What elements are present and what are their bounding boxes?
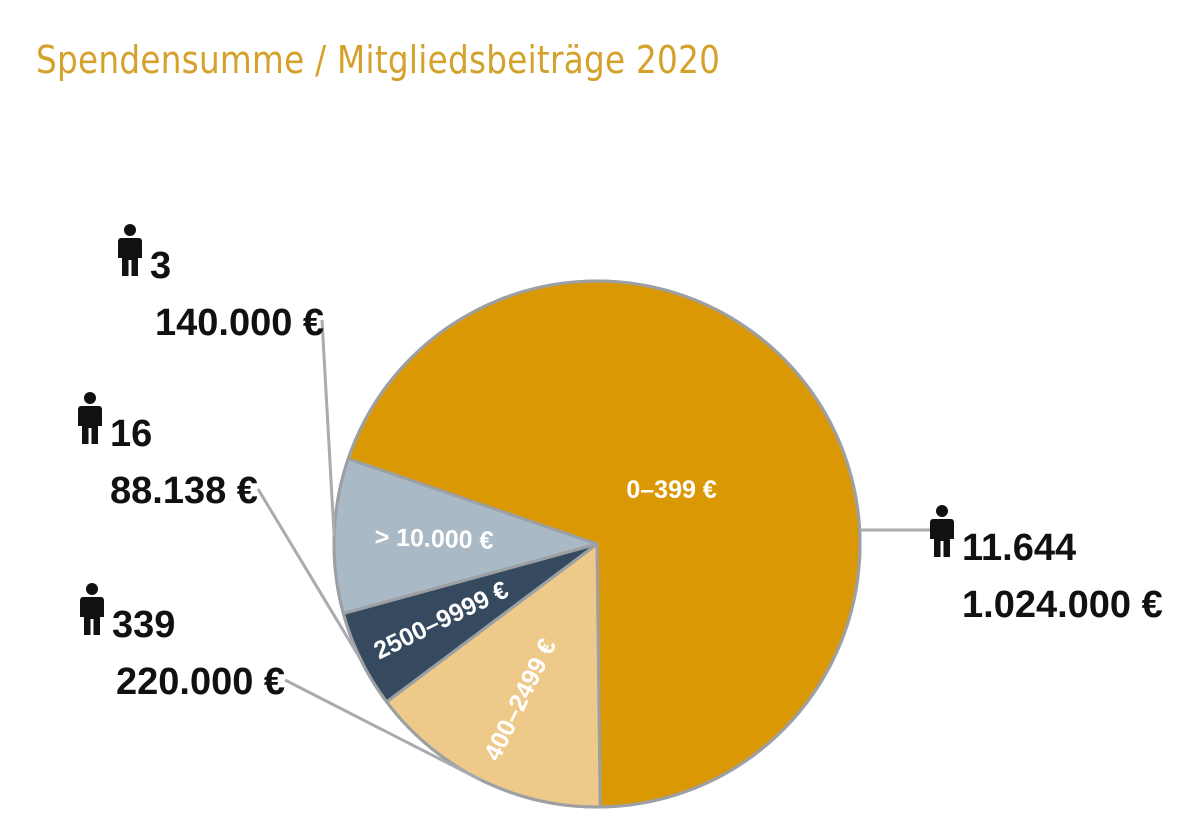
callout-amount: 88.138 €: [110, 470, 258, 512]
slice-label: 0–399 €: [626, 476, 716, 504]
callout-count: 3: [150, 245, 171, 287]
callout-amount: 140.000 €: [155, 302, 324, 344]
chart-title: Spendensumme / Mitgliedsbeiträge 2020: [36, 38, 721, 82]
person-icon: [80, 583, 104, 635]
callouts: 11.644 1.024.000 € 339 220.000 € 16 88.138 € 3…: [78, 224, 1163, 782]
callout-count: 11.644: [962, 527, 1076, 569]
leader-line: [320, 319, 336, 536]
person-icon: [930, 505, 954, 557]
leader-line: [284, 678, 482, 782]
callout-amount: 220.000 €: [116, 661, 285, 703]
callout-amount: 1.024.000 €: [962, 584, 1163, 626]
slice-label: > 10.000 €: [374, 523, 494, 555]
person-icon: [118, 224, 142, 276]
pie-outline: [332, 279, 862, 809]
leader-line: [256, 488, 363, 661]
callout-count: 339: [112, 604, 175, 646]
person-icon: [78, 392, 102, 444]
callout-count: 16: [110, 413, 152, 455]
